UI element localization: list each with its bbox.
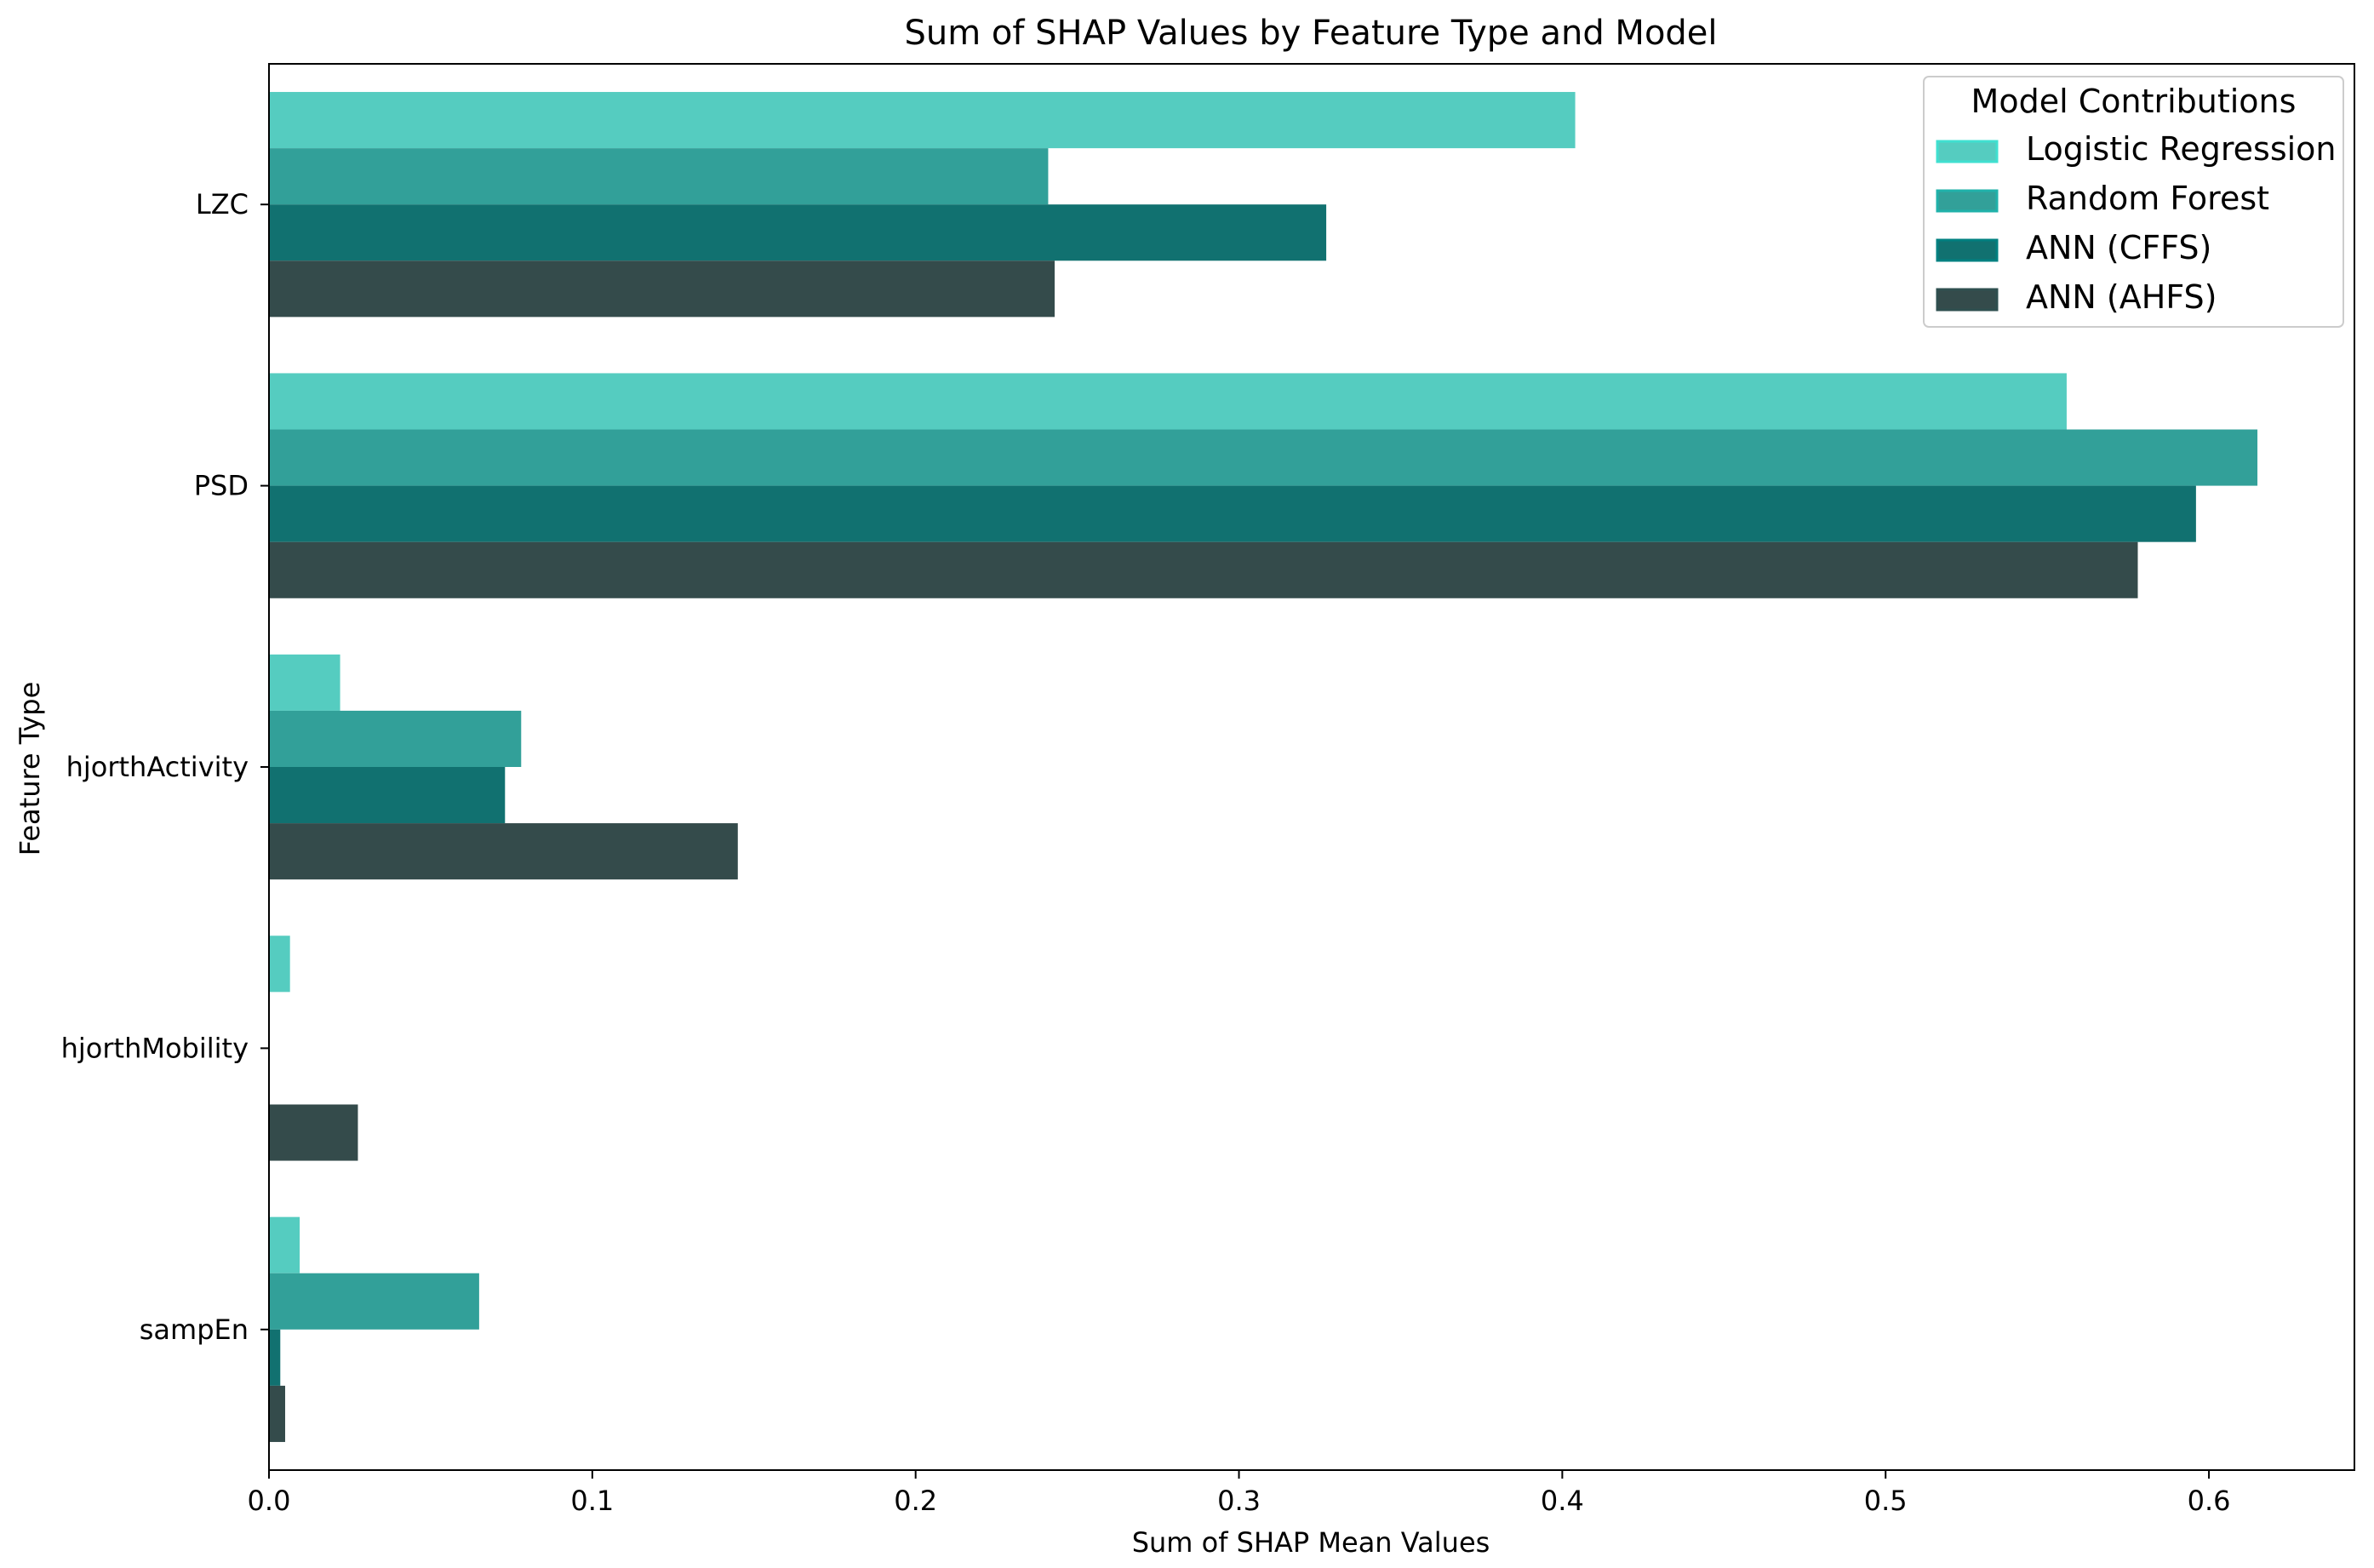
y-axis-label: Feature Type bbox=[14, 682, 46, 856]
x-tick-label: 0.0 bbox=[248, 1485, 291, 1517]
bar-LZC-2 bbox=[269, 204, 1327, 261]
y-tick-label: LZC bbox=[196, 188, 249, 220]
x-axis-label: Sum of SHAP Mean Values bbox=[1132, 1526, 1490, 1559]
legend-label-0: Logistic Regression bbox=[2026, 130, 2337, 168]
legend-label-1: Random Forest bbox=[2026, 180, 2269, 217]
legend-box bbox=[1923, 76, 2344, 328]
plot-frame bbox=[268, 63, 2355, 1471]
legend-title: Model Contributions bbox=[1971, 83, 2297, 120]
x-tick-label: 0.4 bbox=[1541, 1485, 1584, 1517]
x-tick-label: 0.2 bbox=[894, 1485, 937, 1517]
x-tick-label: 0.1 bbox=[570, 1485, 614, 1517]
legend-swatch-2 bbox=[1936, 238, 1999, 262]
legend-swatch-0 bbox=[1936, 140, 1999, 163]
bar-hjorthMobility-0 bbox=[269, 936, 290, 993]
bars-layer bbox=[269, 92, 2258, 1442]
legend-label-2: ANN (CFFS) bbox=[2026, 229, 2211, 266]
x-tick-label: 0.5 bbox=[1864, 1485, 1908, 1517]
bar-hjorthMobility-3 bbox=[269, 1104, 358, 1161]
y-tick-label: hjorthActivity bbox=[66, 751, 249, 783]
y-tick-label: PSD bbox=[194, 470, 249, 502]
bar-PSD-0 bbox=[269, 373, 2067, 430]
bar-sampEn-0 bbox=[269, 1216, 300, 1273]
x-tick-label: 0.6 bbox=[2188, 1485, 2231, 1517]
x-tick-label: 0.3 bbox=[1217, 1485, 1261, 1517]
bar-hjorthActivity-3 bbox=[269, 823, 738, 880]
bar-sampEn-2 bbox=[269, 1329, 281, 1386]
bar-LZC-3 bbox=[269, 260, 1055, 318]
bar-LZC-1 bbox=[269, 148, 1049, 205]
y-tick-label: hjorthMobility bbox=[61, 1032, 249, 1064]
chart-title: Sum of SHAP Values by Feature Type and M… bbox=[904, 14, 1717, 53]
bar-PSD-2 bbox=[269, 485, 2196, 542]
bar-PSD-1 bbox=[269, 429, 2258, 486]
bar-LZC-0 bbox=[269, 92, 1576, 149]
bar-hjorthActivity-2 bbox=[269, 767, 506, 824]
bar-sampEn-3 bbox=[269, 1385, 285, 1442]
y-tick-label: sampEn bbox=[140, 1313, 249, 1346]
bar-hjorthActivity-0 bbox=[269, 654, 340, 711]
legend-swatch-3 bbox=[1936, 288, 1999, 312]
legend-swatch-1 bbox=[1936, 189, 1999, 213]
axes-layer: LZC PSD hjorthActivity hjorthMobility sampEn… bbox=[61, 63, 2355, 1517]
bar-PSD-3 bbox=[269, 541, 2138, 598]
legend: Model Contributions Logistic Regression Ra… bbox=[1923, 76, 2344, 328]
bar-sampEn-1 bbox=[269, 1273, 479, 1330]
legend-label-3: ANN (AHFS) bbox=[2026, 278, 2217, 316]
bar-hjorthActivity-1 bbox=[269, 710, 522, 767]
